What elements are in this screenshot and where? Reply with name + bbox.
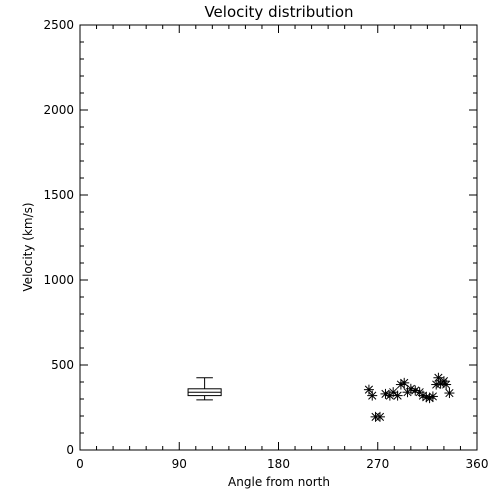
x-tick-label: 180 — [267, 457, 290, 471]
x-tick-label: 270 — [366, 457, 389, 471]
chart-title: Velocity distribution — [204, 3, 353, 21]
x-tick-label: 360 — [466, 457, 489, 471]
y-tick-label: 0 — [66, 443, 74, 457]
data-point — [392, 390, 403, 401]
y-tick-label: 2500 — [43, 18, 74, 32]
data-point — [363, 384, 374, 395]
data-points — [363, 372, 455, 422]
plot-frame — [79, 24, 478, 451]
x-axis-title: Angle from north — [228, 475, 330, 489]
boxplot — [187, 377, 222, 401]
data-point — [399, 377, 410, 388]
y-axis-title: Velocity (km/s) — [21, 202, 35, 291]
data-point — [444, 388, 455, 399]
y-tick-label: 2000 — [43, 103, 74, 117]
data-point — [441, 379, 452, 390]
y-tick-label: 1500 — [43, 188, 74, 202]
data-point — [410, 385, 421, 396]
y-tick-label: 1000 — [43, 273, 74, 287]
x-tick-label: 0 — [76, 457, 84, 471]
x-tick-label: 90 — [172, 457, 187, 471]
data-point — [405, 383, 416, 394]
data-point — [380, 388, 391, 399]
data-point — [374, 411, 385, 422]
data-point — [427, 391, 438, 402]
data-point — [367, 390, 378, 401]
axes: 0 90 180 270 360 0 500 1000 1500 2000 2500 — [43, 18, 488, 471]
y-tick-label: 500 — [51, 358, 74, 372]
